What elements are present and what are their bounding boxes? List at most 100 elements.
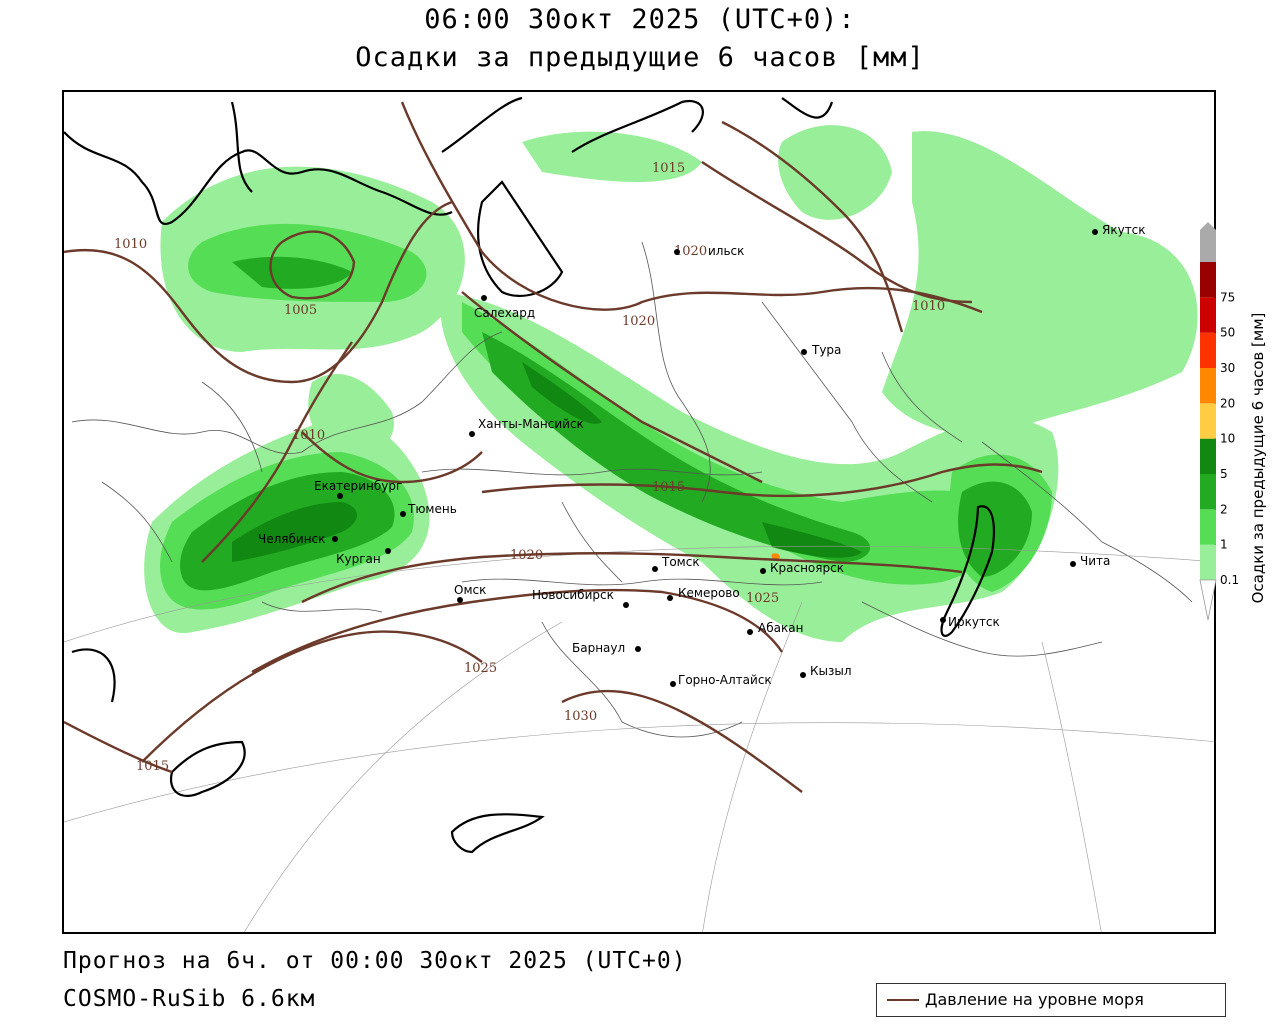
city-dot bbox=[337, 493, 343, 499]
isobar-label: 1010 bbox=[912, 299, 945, 314]
city-label-kemerovo: Кемерово bbox=[678, 586, 740, 600]
isobar-label: 1015 bbox=[652, 161, 685, 176]
isobar-label: 1015 bbox=[136, 759, 169, 774]
colorbar-tick-label: 30 bbox=[1220, 361, 1235, 375]
colorbar-tick-label: 10 bbox=[1220, 432, 1235, 446]
precip-area-light-7 bbox=[308, 373, 394, 455]
city-dot bbox=[635, 646, 641, 652]
colorbar-cell bbox=[1200, 368, 1216, 404]
city-dot bbox=[469, 431, 475, 437]
isobar-label: 1020 bbox=[622, 314, 655, 329]
city-dot bbox=[623, 602, 629, 608]
precipitation-colorbar: 0.1 1 2 5 10 20 30 50 75 bbox=[1199, 222, 1239, 621]
colorbar-cell bbox=[1200, 474, 1216, 510]
colorbar-cell bbox=[1200, 262, 1216, 298]
precip-area-dark-4 bbox=[232, 256, 352, 289]
admin-borders bbox=[71, 241, 1193, 738]
city-label-tura: Тура bbox=[811, 343, 841, 357]
city-label-barnaul: Барнаул bbox=[572, 641, 625, 655]
coastlines bbox=[64, 96, 995, 854]
map-canvas: 1010 1005 1010 1015 1020 1020 1010 1015 … bbox=[64, 96, 1214, 932]
city-dot bbox=[457, 597, 463, 603]
city-dot bbox=[1092, 229, 1098, 235]
city-dot bbox=[332, 536, 338, 542]
city-label-khanty-mansiysk: Ханты-Мансийск bbox=[478, 417, 584, 431]
city-label-kurgan: Курган bbox=[336, 552, 381, 566]
city-dot bbox=[481, 295, 487, 301]
isobar-label: 1010 bbox=[114, 237, 147, 252]
map-subtitle: Осадки за предыдущие 6 часов [мм] bbox=[355, 42, 925, 73]
forecast-info: Прогноз на 6ч. от 00:00 30окт 2025 (UTC+… bbox=[63, 948, 687, 974]
isobar-label: 1025 bbox=[464, 661, 497, 676]
colorbar-tick-label: 0.1 bbox=[1220, 573, 1239, 587]
city-label-gorno-altaysk: Горно-Алтайск bbox=[678, 673, 772, 687]
city-label-salekhard: Салехард bbox=[474, 306, 535, 320]
map-title: 06:00 30окт 2025 (UTC+0): bbox=[424, 4, 856, 35]
pressure-legend: Давление на уровне моря bbox=[876, 983, 1226, 1017]
city-label-krasnoyarsk: Красноярск bbox=[770, 561, 844, 575]
isobar-label: 1020 bbox=[510, 548, 543, 563]
colorbar-title: Осадки за предыдущие 6 часов [мм] bbox=[1249, 312, 1267, 604]
city-label-ilsk: ильск bbox=[708, 244, 744, 258]
city-label-irkutsk: Иркутск bbox=[948, 615, 1000, 629]
city-markers: Якутск Салехард ильск Тура Ханты-Мансийс… bbox=[258, 223, 1146, 687]
isobar-label: 1010 bbox=[292, 428, 325, 443]
city-label-omsk: Омск bbox=[454, 583, 486, 597]
colorbar-tick-label: 50 bbox=[1220, 326, 1235, 340]
isobar-label: 1020 bbox=[674, 244, 707, 259]
city-dot bbox=[652, 566, 658, 572]
colorbar-bottom-arrow bbox=[1199, 579, 1217, 621]
precip-area-light-4 bbox=[882, 131, 1198, 435]
isobar-label: 1030 bbox=[564, 709, 597, 724]
city-dot bbox=[667, 595, 673, 601]
colorbar-tick-label: 75 bbox=[1220, 290, 1235, 304]
colorbar-cell bbox=[1200, 332, 1216, 368]
city-dot bbox=[760, 568, 766, 574]
model-name: COSMO-RuSib 6.6км bbox=[63, 986, 316, 1012]
city-label-tomsk: Томск bbox=[661, 555, 700, 569]
city-dot bbox=[801, 349, 807, 355]
city-dot bbox=[1070, 561, 1076, 567]
city-label-yakutsk: Якутск bbox=[1102, 223, 1146, 237]
precip-area-darkest-3 bbox=[522, 362, 602, 424]
city-label-abakan: Абакан bbox=[758, 621, 803, 635]
precip-area-mid-2 bbox=[462, 302, 1004, 585]
precip-area-dark-3 bbox=[958, 481, 1032, 577]
city-label-novosibirsk: Новосибирск bbox=[532, 588, 614, 602]
colorbar-tick-labels: 0.1 1 2 5 10 20 30 50 75 bbox=[1220, 290, 1239, 587]
precip-area-darkest-2 bbox=[762, 522, 862, 558]
isobars bbox=[64, 101, 1043, 793]
colorbar-tick-label: 2 bbox=[1220, 502, 1228, 516]
precip-area-light-2 bbox=[522, 131, 702, 182]
isobar-label: 1005 bbox=[284, 303, 317, 318]
graticule bbox=[64, 546, 1214, 932]
city-dot bbox=[800, 672, 806, 678]
city-dot bbox=[747, 629, 753, 635]
colorbar-tick-label: 1 bbox=[1220, 538, 1228, 552]
precip-area-light-6 bbox=[778, 125, 892, 220]
isobar-labels: 1010 1005 1010 1015 1020 1020 1010 1015 … bbox=[114, 161, 945, 774]
pressure-legend-label: Давление на уровне моря bbox=[925, 990, 1144, 1009]
precip-spot-orange bbox=[771, 553, 780, 560]
colorbar-cell bbox=[1200, 297, 1216, 333]
city-label-chelyabinsk: Челябинск bbox=[258, 532, 325, 546]
colorbar-cell bbox=[1200, 544, 1216, 580]
city-dot bbox=[385, 548, 391, 554]
city-dot bbox=[940, 617, 946, 623]
colorbar-tick-label: 5 bbox=[1220, 467, 1228, 481]
colorbar-cell bbox=[1200, 509, 1216, 545]
city-label-yekaterinburg: Екатеринбург bbox=[314, 479, 402, 493]
precipitation-field bbox=[144, 125, 1198, 642]
colorbar-top-arrow bbox=[1200, 222, 1216, 262]
colorbar-cells bbox=[1200, 262, 1216, 580]
city-dot bbox=[674, 249, 680, 255]
isobar-label: 1025 bbox=[746, 591, 779, 606]
city-label-tyumen: Тюмень bbox=[407, 502, 457, 516]
city-dot bbox=[670, 681, 676, 687]
colorbar-cell bbox=[1200, 403, 1216, 439]
pressure-legend-swatch bbox=[887, 999, 919, 1001]
isobar-label: 1015 bbox=[652, 480, 685, 495]
colorbar-cell bbox=[1200, 438, 1216, 474]
colorbar-tick-label: 20 bbox=[1220, 396, 1235, 410]
city-dot bbox=[400, 511, 406, 517]
